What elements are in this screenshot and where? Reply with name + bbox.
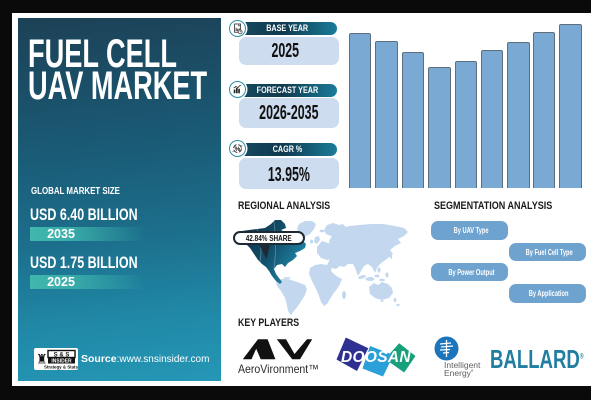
svg-text:♜: ♜ — [36, 352, 48, 367]
svg-text:Strategy & Stats: Strategy & Stats — [44, 365, 78, 370]
svg-text:S & S: S & S — [54, 352, 70, 358]
svg-text:INSIDER: INSIDER — [51, 359, 72, 365]
svg-text:%: % — [234, 146, 240, 153]
